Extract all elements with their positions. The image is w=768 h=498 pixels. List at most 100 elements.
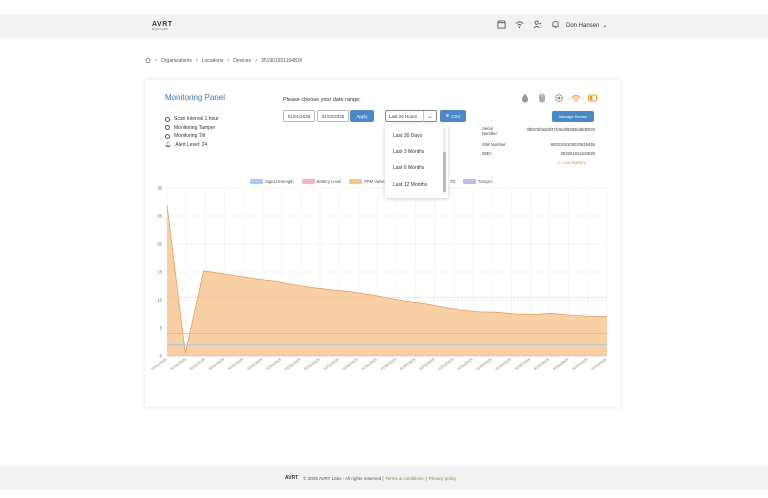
tilt-status: Monitoring Tilt bbox=[174, 133, 206, 139]
end-date-input[interactable]: 01/02/2025 bbox=[317, 110, 349, 122]
legend-battery-level[interactable]: Battery Level bbox=[301, 179, 341, 185]
range-dropdown: Last 30 Days Last 3 Months Last 6 Months… bbox=[385, 124, 448, 198]
breadcrumb-device-id: 351901931104826 bbox=[261, 58, 303, 64]
csv-label: CSV bbox=[451, 113, 461, 119]
serial-label: Serial Number: bbox=[482, 126, 499, 136]
chevron-down-icon: ⌄ bbox=[423, 111, 436, 122]
store-icon[interactable] bbox=[497, 20, 506, 29]
tamper-status: Monitoring Tamper bbox=[174, 124, 216, 131]
low-battery-warning: ⚠ Low Battery bbox=[557, 160, 586, 166]
x-tick-label: 01/02/2025 bbox=[418, 358, 435, 372]
range-select[interactable]: Last 24 Hours ⌄ bbox=[385, 110, 437, 122]
privacy-link[interactable]: Privacy policy bbox=[428, 475, 457, 481]
apply-button[interactable]: Apply bbox=[350, 110, 374, 122]
tamper-icon bbox=[165, 125, 170, 131]
y-tick-label: 20 bbox=[157, 242, 162, 247]
x-tick-label: 01/01/2025 bbox=[208, 358, 225, 372]
x-tick-label: 01/01/2025 bbox=[342, 358, 359, 372]
x-tick-label: 01/02/2025 bbox=[476, 358, 493, 372]
gear-icon[interactable] bbox=[554, 93, 564, 103]
x-tick-label: 01/01/2025 bbox=[227, 358, 244, 372]
imei-value: 351901931104826 bbox=[560, 151, 595, 156]
x-tick-label: 01/02/2025 bbox=[437, 358, 454, 372]
drop-icon bbox=[520, 93, 530, 103]
csv-export-button[interactable]: ⊕ CSV bbox=[440, 110, 466, 122]
scan-interval: Scan Interval 1 hour bbox=[174, 116, 219, 122]
date-range-label: Please choose your date range: bbox=[283, 97, 361, 103]
user-name: Don Hansen bbox=[566, 23, 600, 29]
y-tick-label: 5 bbox=[160, 326, 163, 331]
x-tick-label: 01/01/2025 bbox=[189, 358, 206, 372]
chevron-right-icon: › bbox=[227, 58, 230, 64]
people-icon[interactable] bbox=[533, 20, 542, 29]
battery-icon bbox=[588, 93, 598, 103]
y-tick-label: 25 bbox=[157, 214, 162, 219]
legend-ppm-value[interactable]: PPM Value bbox=[349, 179, 385, 185]
tilt-icon bbox=[165, 133, 170, 139]
range-select-value: Last 24 Hours bbox=[389, 113, 418, 119]
copyright-text: © 2025 AVRT Labs - All rights reserved | bbox=[303, 475, 384, 481]
bell-icon[interactable] bbox=[551, 20, 560, 29]
download-icon: ⊕ bbox=[445, 113, 450, 118]
imei-label: IMEI: bbox=[482, 151, 492, 156]
breadcrumb: › Organizations › Locations › Devices › … bbox=[144, 57, 303, 65]
home-icon[interactable] bbox=[144, 57, 152, 65]
x-tick-label: 01/01/2025 bbox=[361, 358, 378, 372]
x-tick-label: 01/01/2025 bbox=[265, 358, 282, 372]
chevron-right-icon: › bbox=[255, 58, 258, 64]
x-tick-label: 01/01/2025 bbox=[151, 358, 168, 372]
alert-bell-icon: 🔔︎ bbox=[165, 141, 172, 148]
breadcrumb-devices[interactable]: Devices bbox=[233, 58, 252, 64]
option-last-6-months[interactable]: Last 6 Months bbox=[393, 165, 425, 171]
x-tick-label: 01/02/2025 bbox=[495, 358, 512, 372]
x-tick-label: 01/02/2025 bbox=[380, 358, 397, 372]
mouse-icon bbox=[537, 93, 547, 103]
start-date-input[interactable]: 01/01/2025 bbox=[283, 110, 315, 122]
chevron-right-icon: › bbox=[155, 58, 157, 64]
option-last-30-days[interactable]: Last 30 Days bbox=[393, 133, 423, 139]
wifi-icon[interactable] bbox=[515, 20, 524, 29]
terms-link[interactable]: Terms & conditions bbox=[385, 475, 424, 481]
user-menu[interactable]: Don Hansen ⌄ bbox=[566, 22, 607, 29]
x-tick-label: 01/01/2025 bbox=[170, 358, 187, 372]
logo[interactable]: AVRT DATA LABS bbox=[152, 21, 173, 31]
monitoring-panel-card: Monitoring Panel Scan Interval 1 hour Mo… bbox=[145, 80, 620, 407]
ppm-line bbox=[166, 204, 608, 354]
top-navbar: AVRT DATA LABS Don Hansen ⌄ bbox=[0, 14, 768, 38]
sim-value: 8933240100032919455 bbox=[550, 142, 595, 147]
x-tick-label: 01/02/2025 bbox=[514, 358, 531, 372]
option-last-12-months[interactable]: Last 12 Months bbox=[393, 182, 428, 188]
serial-value: 4fb87df4e58f37fc9a3f9993bd8d0933 bbox=[526, 127, 595, 132]
x-tick-label: 01/01/2025 bbox=[246, 358, 263, 372]
sim-label: SIM Number: bbox=[482, 142, 507, 147]
alert-level: Alert Level: 24 bbox=[175, 141, 208, 148]
x-tick-label: 01/02/2025 bbox=[571, 358, 588, 372]
manage-device-button[interactable]: Manage Device bbox=[552, 111, 594, 122]
warning-icon: ⚠ bbox=[557, 160, 562, 165]
y-tick-label: 0 bbox=[160, 354, 163, 359]
x-tick-label: 01/02/2025 bbox=[533, 358, 550, 372]
legend-tamper[interactable]: Tamper bbox=[463, 179, 492, 185]
x-tick-label: 01/01/2025 bbox=[304, 358, 321, 372]
signal-icon bbox=[571, 93, 581, 103]
x-tick-label: 01/01/2025 bbox=[323, 358, 340, 372]
y-tick-label: 10 bbox=[157, 298, 162, 303]
footer: AVRT © 2025 AVRT Labs - All rights reser… bbox=[0, 466, 768, 490]
breadcrumb-organizations[interactable]: Organizations bbox=[161, 58, 192, 64]
chevron-down-icon: ⌄ bbox=[602, 23, 608, 29]
dropdown-scroll-thumb[interactable] bbox=[443, 152, 446, 192]
y-tick-label: 15 bbox=[157, 270, 162, 275]
x-tick-label: 01/01/2025 bbox=[284, 358, 301, 372]
x-tick-label: 01/02/2025 bbox=[552, 358, 569, 372]
chevron-right-icon: › bbox=[195, 58, 198, 64]
x-tick-label: 01/02/2025 bbox=[591, 358, 608, 372]
monitoring-settings: Scan Interval 1 hour Monitoring Tamper M… bbox=[165, 115, 219, 149]
option-last-3-months[interactable]: Last 3 Months bbox=[393, 149, 425, 155]
x-tick-label: 01/02/2025 bbox=[457, 358, 474, 372]
clock-icon bbox=[165, 116, 170, 122]
x-tick-label: 01/02/2025 bbox=[399, 358, 416, 372]
ppm-area bbox=[167, 204, 607, 356]
breadcrumb-locations[interactable]: Locations bbox=[201, 58, 224, 64]
legend-signal-strength[interactable]: Signal Strength bbox=[250, 179, 294, 185]
footer-logo: AVRT bbox=[285, 475, 299, 481]
